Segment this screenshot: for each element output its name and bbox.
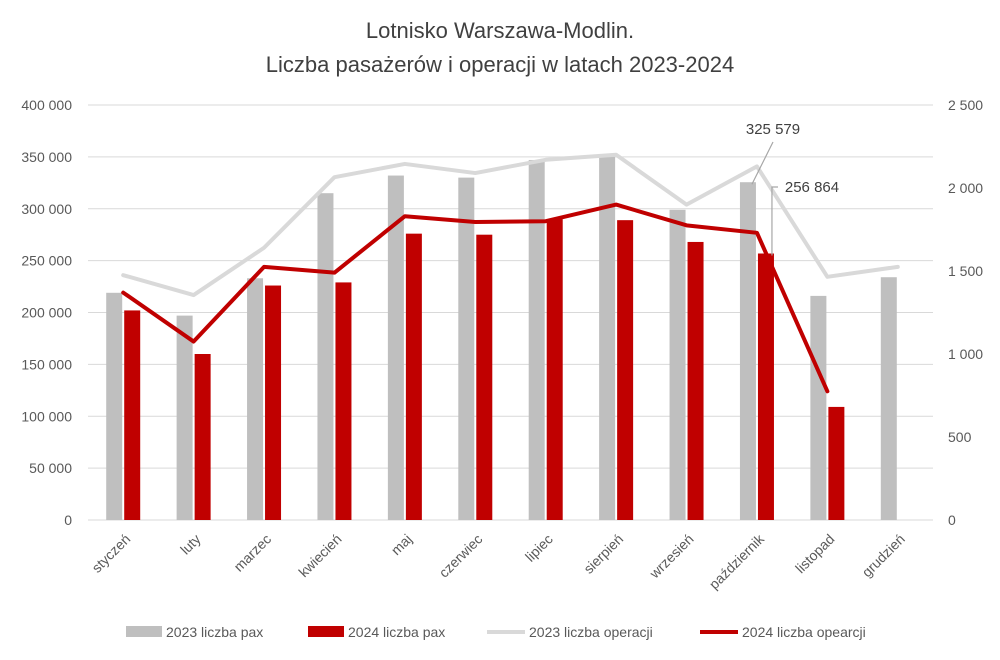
x-tick-label: kwiecień [295,531,344,580]
chart-title-line1: Lotnisko Warszawa-Modlin. [366,18,634,43]
legend-label: 2023 liczba operacji [529,624,653,640]
y-right-tick-label: 0 [948,512,956,528]
y-right-tick-label: 1 000 [948,346,983,362]
y-right-tick-label: 2 000 [948,180,983,196]
data-label: 256 864 [785,179,839,196]
x-tick-label: maj [388,531,415,558]
bar-2024-pax [124,310,141,520]
y-left-tick-label: 0 [64,512,72,528]
legend-label: 2024 liczba pax [348,624,445,640]
y-right-tick-label: 500 [948,429,972,445]
x-tick-label: grudzień [859,531,908,580]
chart-title-line2: Liczba pasażerów i operacji w latach 202… [266,52,734,77]
y-left-tick-label: 150 000 [21,356,72,372]
bar-2024-pax [687,241,704,520]
bar-2023-pax [599,156,616,520]
legend-swatch [308,626,344,637]
bar-2024-pax [405,233,422,520]
bar-series [106,156,897,521]
gridlines [88,104,933,521]
x-tick-label: wrzesień [646,531,697,582]
x-tick-label: marzec [230,531,274,575]
line-series [121,152,900,394]
x-tick-label: październik [706,530,768,592]
bar-2023-pax [106,292,123,520]
bar-2024-pax [617,220,634,520]
data-label-annotations: 325 579 256 864 [746,121,839,256]
annotation-leader-line [751,141,774,185]
line-2023-operations [121,152,900,298]
bar-2023-pax [739,182,756,520]
bar-2024-pax [476,234,493,520]
legend-label: 2023 liczba pax [166,624,263,640]
bar-2023-pax [387,175,404,521]
x-tick-label: sierpień [580,531,626,577]
x-tick-label: luty [177,531,204,558]
y-axis-left-ticks: 0 50 000 100 000 150 000 200 000 250 000 300 0… [21,97,72,528]
y-left-tick-label: 350 000 [21,149,72,165]
y-left-tick-label: 250 000 [21,253,72,269]
x-tick-label: lipiec [522,531,556,565]
y-axis-right-ticks: 0 500 1 000 1 500 2 000 2 500 [948,97,983,528]
bar-2024-pax [265,285,282,520]
line-2024-operations [121,202,830,394]
annotation-leader-line [771,186,778,256]
bar-2023-pax [247,278,264,520]
bar-2023-pax [317,193,334,520]
y-left-tick-label: 300 000 [21,201,72,217]
y-left-tick-label: 50 000 [29,460,72,476]
bar-2023-pax [176,315,193,520]
bar-2024-pax [757,253,774,520]
y-right-tick-label: 2 500 [948,97,983,113]
bar-2023-pax [880,277,897,520]
data-label: 325 579 [746,121,800,138]
x-tick-label: styczeń [88,531,133,576]
y-left-tick-label: 400 000 [21,97,72,113]
bar-2024-pax [335,282,352,520]
bar-2024-pax [828,406,845,520]
legend: 2023 liczba pax 2024 liczba pax 2023 liczb… [126,624,866,640]
y-right-tick-label: 1 500 [948,263,983,279]
legend-label: 2024 liczba opearcji [742,624,866,640]
legend-swatch [126,626,162,637]
y-left-tick-label: 100 000 [21,408,72,424]
bar-2023-pax [528,159,545,521]
bar-2024-pax [194,354,211,520]
bar-2024-pax [546,219,563,520]
bar-2023-pax [669,209,686,520]
bar-2023-pax [458,177,475,520]
bar-2023-pax [810,295,827,520]
x-tick-label: czerwiec [436,531,486,581]
x-tick-label: listopad [792,531,837,576]
x-axis-ticks: styczeń luty marzec kwiecień maj czerwiec lipi… [88,530,907,592]
y-left-tick-label: 200 000 [21,305,72,321]
